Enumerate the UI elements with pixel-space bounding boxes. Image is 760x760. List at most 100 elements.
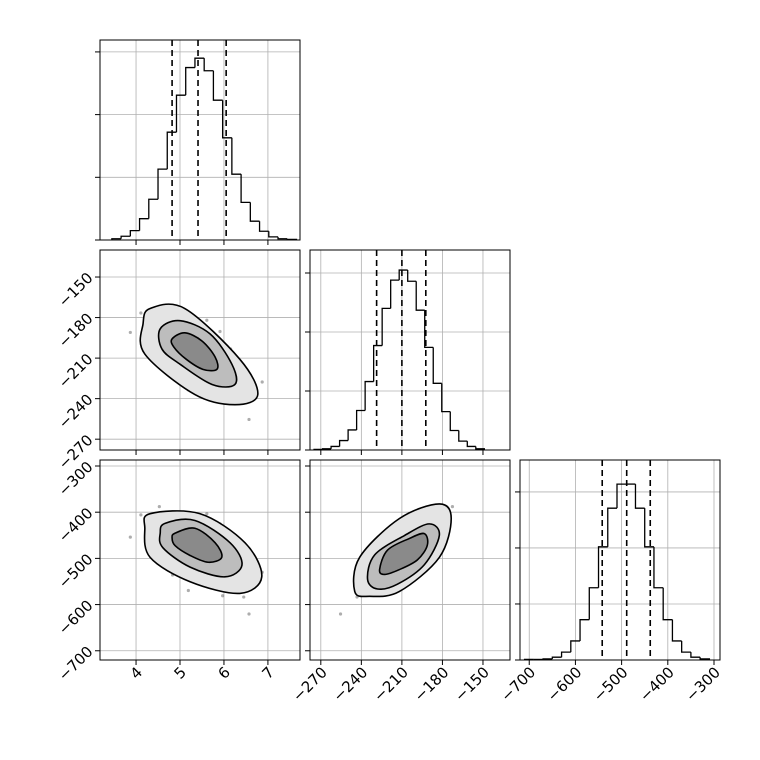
histogram-bin bbox=[424, 310, 434, 348]
panel bbox=[95, 39, 301, 245]
histogram-bin bbox=[258, 221, 269, 232]
histogram-bin bbox=[231, 137, 242, 175]
sample-point bbox=[205, 512, 209, 516]
panel: −700 −600 −500 −400 −300 bbox=[497, 459, 724, 705]
histogram-bin bbox=[432, 347, 442, 384]
histogram-bin bbox=[415, 281, 425, 311]
x-tick-label: −700 bbox=[497, 663, 539, 705]
sample-point bbox=[260, 380, 264, 384]
histogram-bin bbox=[240, 174, 251, 204]
y-tick-label: −500 bbox=[55, 550, 97, 592]
histogram-bin bbox=[277, 236, 288, 240]
sample-point bbox=[247, 417, 251, 422]
x-tick-label: 4 bbox=[127, 663, 146, 682]
histogram-bin bbox=[597, 546, 608, 588]
histogram-bin bbox=[321, 448, 332, 450]
histogram-bin bbox=[616, 483, 627, 509]
histogram-bin bbox=[203, 58, 214, 72]
histogram-bin bbox=[671, 619, 682, 642]
histogram-bin bbox=[699, 657, 711, 660]
sample-point bbox=[450, 505, 455, 509]
histogram-bin bbox=[372, 344, 383, 382]
panel-frame bbox=[99, 459, 301, 661]
contour bbox=[378, 532, 429, 576]
histogram-bin bbox=[194, 57, 205, 68]
histogram-bin bbox=[221, 100, 232, 139]
histogram-bin bbox=[268, 231, 279, 238]
contour bbox=[171, 527, 223, 564]
sample-point bbox=[242, 595, 246, 599]
histogram-bin bbox=[607, 507, 617, 547]
histogram-bin bbox=[634, 484, 645, 509]
histogram-bin bbox=[579, 619, 590, 641]
histogram-bin bbox=[148, 198, 159, 219]
histogram-bin bbox=[588, 587, 599, 620]
histogram-bin bbox=[690, 652, 701, 658]
x-tick-label: −400 bbox=[636, 663, 678, 705]
panel: 4 5 6 7−700−600−500−400−300 bbox=[55, 458, 301, 685]
contour bbox=[170, 332, 219, 372]
histogram-bin bbox=[138, 218, 149, 231]
histogram-bin bbox=[466, 441, 476, 448]
x-tick-label: −600 bbox=[544, 663, 586, 705]
histogram-bin bbox=[681, 640, 691, 653]
histogram-bin bbox=[157, 168, 168, 200]
sample-point bbox=[218, 329, 222, 334]
x-tick-label: −500 bbox=[590, 663, 632, 705]
sample-point bbox=[221, 594, 225, 598]
histogram-bin bbox=[551, 656, 562, 659]
panel-frame bbox=[99, 39, 301, 241]
y-tick-label: −600 bbox=[55, 596, 97, 638]
sample-point bbox=[247, 612, 251, 616]
histogram-bin bbox=[449, 411, 459, 432]
y-tick-label: −210 bbox=[55, 350, 97, 392]
panel-frame bbox=[519, 459, 721, 661]
y-tick-label: −180 bbox=[55, 309, 97, 351]
sample-point bbox=[139, 513, 143, 517]
histogram-bin bbox=[249, 202, 260, 222]
histogram-bin bbox=[330, 445, 340, 449]
histogram-bin bbox=[398, 269, 408, 281]
panel: −270−240−210−180−150 bbox=[55, 249, 301, 473]
histogram-bin bbox=[653, 546, 664, 589]
histogram-bin bbox=[185, 66, 195, 96]
x-tick-label: 6 bbox=[214, 663, 233, 682]
histogram-bin bbox=[212, 70, 223, 101]
sample-point bbox=[157, 505, 161, 509]
x-tick-label: −150 bbox=[451, 663, 493, 705]
sample-point bbox=[139, 311, 143, 315]
histogram-bin bbox=[347, 429, 357, 441]
x-tick-label: 5 bbox=[171, 663, 190, 682]
panel-frame bbox=[309, 459, 511, 661]
y-tick-label: −700 bbox=[55, 643, 97, 685]
x-tick-label: −240 bbox=[329, 663, 371, 705]
y-tick-label: −240 bbox=[55, 391, 97, 433]
histogram-bin bbox=[129, 229, 140, 237]
y-tick-label: −400 bbox=[55, 504, 97, 546]
histogram-bin bbox=[120, 235, 131, 239]
histogram-bin bbox=[166, 131, 177, 170]
x-tick-label: −300 bbox=[682, 663, 724, 705]
panel bbox=[305, 249, 511, 455]
panel: −270−240−210−180−150 bbox=[289, 459, 511, 705]
x-tick-label: 7 bbox=[258, 663, 277, 682]
histogram-bin bbox=[570, 640, 581, 653]
sample-point bbox=[128, 330, 132, 335]
histogram-bin bbox=[381, 307, 391, 346]
sample-point bbox=[338, 612, 343, 616]
histogram-bin bbox=[441, 383, 451, 413]
histogram-bin bbox=[390, 279, 400, 309]
x-tick-label: −270 bbox=[289, 663, 331, 705]
sample-point bbox=[186, 588, 190, 593]
y-tick-label: −150 bbox=[55, 269, 97, 311]
histogram-bin bbox=[458, 430, 468, 442]
histogram-bin bbox=[542, 658, 553, 660]
histogram-bin bbox=[175, 94, 186, 133]
histogram-bin bbox=[560, 651, 571, 658]
histogram-bin bbox=[364, 380, 374, 411]
sample-point bbox=[205, 318, 209, 322]
histogram-bin bbox=[644, 508, 654, 548]
x-tick-label: −210 bbox=[370, 663, 412, 705]
histogram-bin bbox=[475, 446, 485, 450]
